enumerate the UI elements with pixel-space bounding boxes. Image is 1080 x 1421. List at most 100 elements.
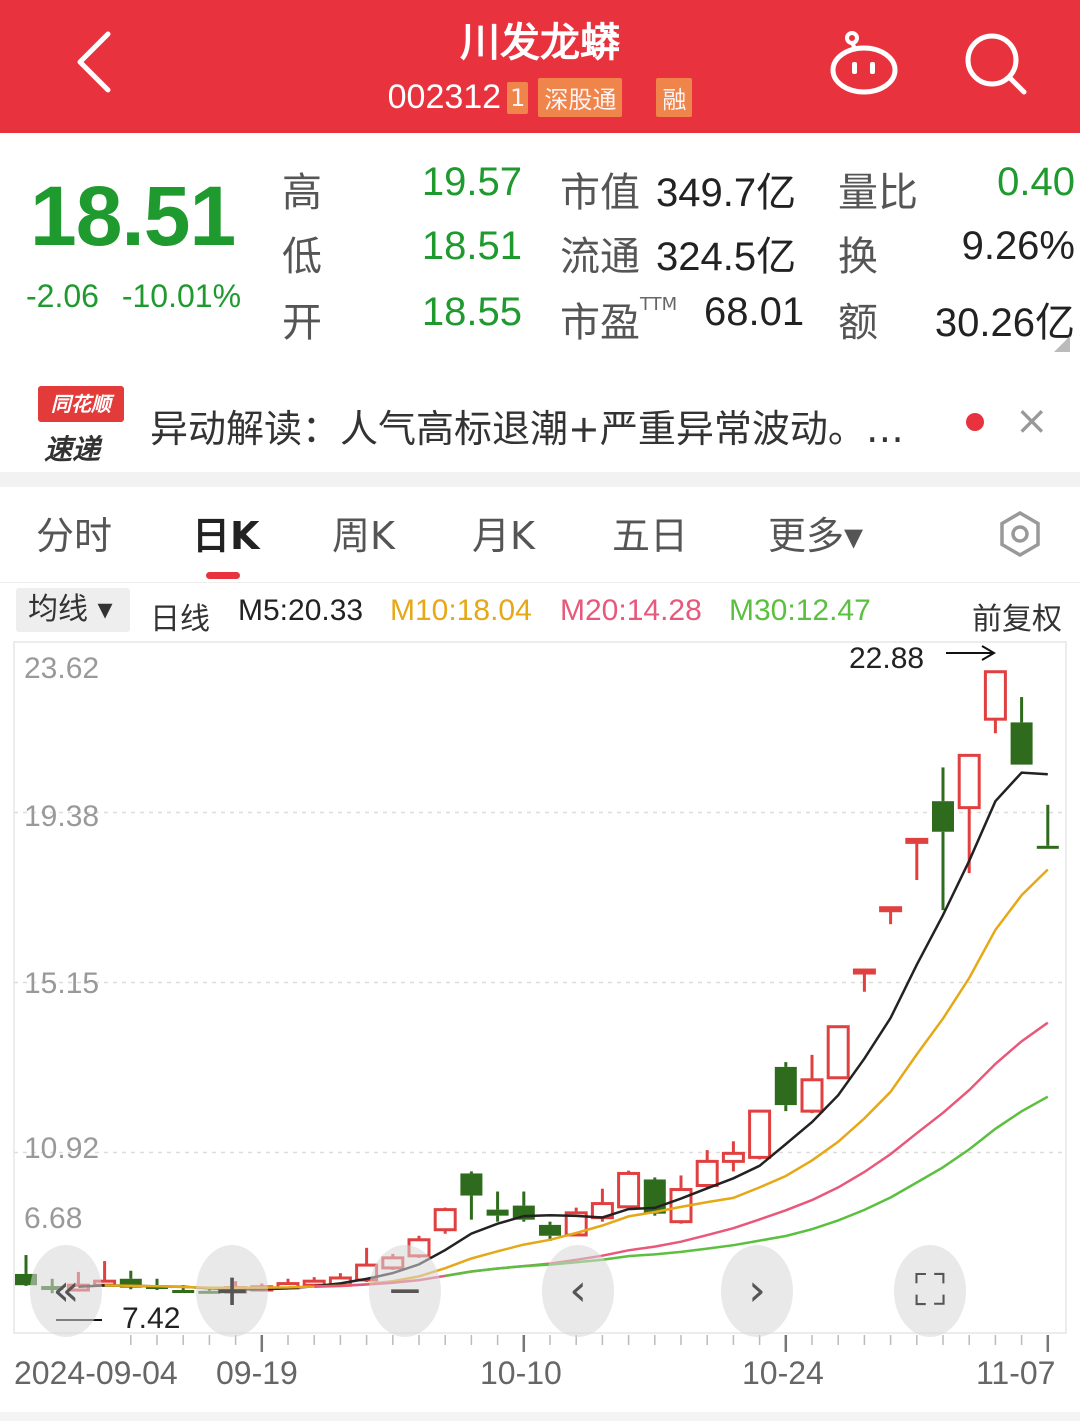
chart-canvas: [13, 641, 1067, 1352]
x-tick-label: 10-10: [480, 1355, 562, 1391]
label-amount: 额: [838, 300, 878, 346]
high-marker-arrowhead: [981, 645, 996, 661]
zoom-out-button[interactable]: −: [369, 1245, 441, 1337]
candle-body-up: [564, 1211, 588, 1237]
zoom-in-button[interactable]: +: [196, 1245, 268, 1337]
tab-more[interactable]: 更多▾: [768, 514, 864, 558]
tab-intraday[interactable]: 分时: [36, 514, 113, 558]
scroll-left-button[interactable]: ‹: [542, 1245, 614, 1337]
bottom-divider: [0, 1412, 1080, 1421]
label-open: 开: [282, 300, 322, 346]
indicator-selector[interactable]: 均线 ▾: [16, 588, 130, 632]
scroll-start-button[interactable]: «: [30, 1245, 102, 1337]
candle-body-down: [119, 1278, 142, 1288]
y-tick-label: 23.62: [24, 652, 100, 685]
change-percent: -10.01%: [121, 278, 242, 314]
value-open: 18.55: [421, 290, 522, 334]
value-volume-ratio: 0.40: [997, 160, 1075, 204]
robot-icon[interactable]: [828, 30, 900, 96]
candle-body-up: [957, 753, 981, 810]
price-adjust-toggle[interactable]: 前复权: [972, 603, 1062, 636]
close-icon[interactable]: ×: [1015, 398, 1049, 444]
settings-icon[interactable]: [996, 510, 1044, 558]
tab-weekly-k[interactable]: 周K: [332, 514, 395, 558]
candle-body-down: [932, 801, 954, 832]
value-market-cap: 349.7亿: [656, 171, 797, 215]
candlestick-chart[interactable]: 23.62 19.38 15.15 10.92 6.68 22.88 7.42: [0, 641, 1080, 1352]
unread-dot-icon: [966, 413, 984, 431]
candle-body-down: [172, 1290, 195, 1294]
expand-corner-icon[interactable]: [1054, 336, 1070, 352]
candle-body-up: [905, 837, 929, 844]
candle-body-up: [748, 1109, 772, 1159]
tab-five-day[interactable]: 五日: [612, 514, 689, 558]
value-high: 19.57: [421, 160, 522, 204]
stock-code: 002312: [387, 78, 502, 116]
low-marker-label: 7.42: [122, 1302, 181, 1335]
period-tabs: 分时 日K 周K 月K 五日 更多▾: [0, 505, 1080, 565]
y-tick-label: 10.92: [24, 1132, 100, 1165]
ma20-value: M20:14.28: [560, 594, 702, 627]
candle-body-down: [15, 1273, 37, 1286]
label-turnover: 换: [838, 234, 878, 280]
badge-margin: 融: [656, 78, 693, 117]
value-float-cap: 324.5亿: [656, 235, 797, 279]
news-bar[interactable]: 同花顺 速递 异动解读：人气高标退潮+严重异常波动。…: [0, 372, 1080, 472]
news-logo: 同花顺 速递: [38, 386, 124, 466]
tab-daily-k[interactable]: 日K: [192, 514, 260, 558]
fullscreen-button[interactable]: ⛶: [894, 1245, 966, 1337]
scroll-right-button[interactable]: ›: [721, 1245, 793, 1337]
value-low: 18.51: [421, 224, 522, 268]
badge-number: 1: [507, 81, 529, 114]
y-tick-label: 15.15: [24, 967, 100, 1000]
tab-monthly-k[interactable]: 月K: [472, 514, 535, 558]
candle-body-up: [695, 1159, 719, 1188]
stock-code-row: 002312 1 深股通 融: [0, 78, 1080, 117]
logo-top-text: 同花顺: [38, 386, 124, 422]
candle-body-up: [800, 1078, 824, 1113]
active-tab-indicator: [206, 572, 240, 579]
x-tick-label: 10-24: [742, 1355, 824, 1391]
x-tick-label: 09-19: [216, 1355, 298, 1391]
section-divider: [0, 472, 1080, 487]
label-high: 高: [282, 170, 322, 216]
stock-name: 川发龙蟒: [460, 20, 620, 66]
label-pe: 市盈TTM: [560, 290, 677, 348]
x-tick-label: 2024-09-04: [14, 1355, 178, 1391]
y-tick-label: 6.68: [24, 1202, 83, 1235]
label-float-cap: 流通: [560, 234, 640, 280]
top-bar: 川发龙蟒 002312 1 深股通 融: [0, 0, 1080, 133]
label-volume-ratio: 量比: [838, 170, 918, 216]
value-turnover: 9.26%: [961, 224, 1075, 268]
candle-body-down: [1036, 845, 1059, 849]
price-change: -2.06 -10.01%: [26, 278, 241, 315]
quote-row-high: 高 19.57 市值 349.7亿 量比 0.40: [0, 160, 1080, 220]
label-low: 低: [282, 234, 322, 280]
indicator-bar: 均线 ▾ 日线 M5:20.33 M10:18.04 M20:14.28 M30…: [0, 588, 1080, 636]
ma10-value: M10:18.04: [390, 594, 532, 627]
period-label: 日线: [150, 603, 210, 636]
candle-body-up: [983, 670, 1007, 721]
news-headline[interactable]: 异动解读：人气高标退潮+严重异常波动。…: [150, 407, 904, 451]
candle-body-up: [721, 1151, 745, 1163]
high-marker-label: 22.88: [849, 642, 925, 675]
search-icon[interactable]: [962, 30, 1030, 98]
quote-row-open: 开 18.55 市盈TTM 68.01 额 30.26亿: [0, 290, 1080, 350]
label-pe-ttm: TTM: [640, 294, 678, 315]
back-icon[interactable]: [72, 30, 116, 94]
x-tick-label: 11-07: [976, 1355, 1056, 1391]
candle-body-down: [486, 1209, 509, 1216]
candle-body-up: [826, 1025, 850, 1080]
label-pe-text: 市盈: [560, 300, 640, 346]
last-price: 18.51: [30, 169, 236, 263]
change-value: -2.06: [26, 278, 99, 314]
badge-shenzhen-connect: 深股通: [538, 78, 623, 117]
candle-body-up: [617, 1171, 641, 1209]
ma30-value: M30:12.47: [729, 594, 871, 627]
value-amount: 30.26亿: [934, 301, 1075, 345]
quote-row-low: 低 18.51 流通 324.5亿 换 9.26%: [0, 224, 1080, 284]
logo-bottom-text: 速递: [44, 433, 101, 466]
candle-body-up: [852, 968, 876, 975]
candle-body-down: [539, 1224, 561, 1236]
candle-body-down: [774, 1066, 797, 1106]
